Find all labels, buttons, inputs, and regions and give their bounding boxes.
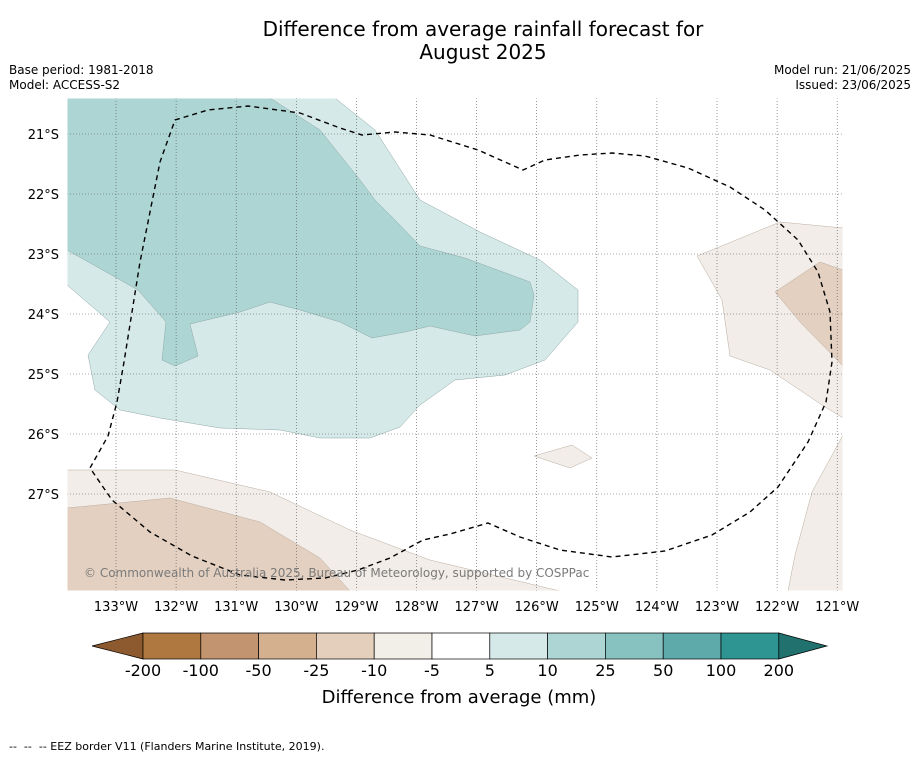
colorbar-segment — [720, 632, 780, 660]
map-frame — [66, 97, 844, 592]
longitude-labels: 133°W 132°W 131°W 130°W 129°W 128°W 127°W 126°W… — [94, 600, 860, 615]
colorbar-tick-label: 100 — [706, 661, 737, 680]
colorbar-arrow-high — [778, 632, 829, 660]
lat-tick-label: 23°S — [28, 248, 59, 263]
eez-border — [89, 105, 833, 581]
colorbar-segment — [316, 632, 375, 660]
zone-tan-east — [774, 261, 843, 367]
colorbar-tick-label: -200 — [125, 661, 161, 680]
lat-tick-label: 27°S — [28, 488, 59, 503]
colorbar-segment — [200, 632, 259, 660]
zone-light-brown-patch — [533, 444, 593, 469]
lon-tick-label: 131°W — [214, 600, 258, 615]
colorbar-tick-label: 200 — [764, 661, 795, 680]
issued-date: Issued: 23/06/2025 — [795, 78, 911, 92]
colorbar-tick-label: -100 — [183, 661, 219, 680]
model-name: Model: ACCESS-S2 — [9, 78, 121, 92]
colorbar-tick-label: -25 — [303, 661, 329, 680]
eez-legend-note: -- -- -- EEZ border V11 (Flanders Marine… — [9, 740, 325, 753]
lat-tick-label: 21°S — [28, 128, 59, 143]
map-area: © Commonwealth of Australia 2025, Bureau… — [66, 97, 844, 592]
colorbar-segment — [431, 632, 491, 660]
zone-tan — [67, 497, 351, 591]
copyright-notice: © Commonwealth of Australia 2025, Bureau… — [84, 566, 589, 580]
lat-tick-label: 22°S — [28, 188, 59, 203]
colorbar-segment — [662, 632, 722, 660]
colorbar-segment — [489, 632, 548, 660]
colorbar-label: Difference from average (mm) — [322, 687, 597, 708]
base-period: Base period: 1981-2018 — [9, 63, 154, 77]
lon-tick-label: 132°W — [154, 600, 198, 615]
anomaly-zones — [67, 98, 843, 591]
colorbar-segment — [547, 632, 606, 660]
lon-tick-label: 130°W — [274, 600, 318, 615]
lon-tick-label: 129°W — [334, 600, 378, 615]
colorbar-segment — [258, 632, 317, 660]
lat-tick-label: 26°S — [28, 428, 59, 443]
lon-tick-label: 133°W — [94, 600, 138, 615]
lon-tick-label: 122°W — [755, 600, 799, 615]
colorbar-segment — [373, 632, 433, 660]
colorbar-tick-label: 50 — [653, 661, 673, 680]
colorbar-tick-label: 25 — [595, 661, 615, 680]
colorbar-segment — [605, 632, 664, 660]
colorbar-tick-label: -10 — [361, 661, 387, 680]
chart-title: Difference from average rainfall forecas… — [0, 18, 919, 64]
lat-tick-label: 24°S — [28, 308, 59, 323]
lat-tick-label: 25°S — [28, 368, 59, 383]
colorbar-tick-label: 5 — [485, 661, 495, 680]
meta-right: Model run: 21/06/2025 Issued: 23/06/2025 — [774, 63, 911, 93]
colorbar-tick-label: 10 — [537, 661, 557, 680]
lon-tick-label: 124°W — [635, 600, 679, 615]
colorbar-segment — [142, 632, 202, 660]
latitude-labels: 21°S 22°S 23°S 24°S 25°S 26°S 27°S — [28, 128, 59, 503]
title-line-2: August 2025 — [419, 40, 547, 64]
model-run: Model run: 21/06/2025 — [773, 63, 911, 77]
lon-tick-label: 126°W — [515, 600, 559, 615]
lon-tick-label: 125°W — [575, 600, 619, 615]
colorbar-tick-label: -50 — [246, 661, 272, 680]
gridlines — [67, 98, 843, 591]
lon-tick-label: 128°W — [394, 600, 438, 615]
meta-left: Base period: 1981-2018 Model: ACCESS-S2 — [9, 63, 154, 93]
colorbar: -200 -100 -50 -25 -10 -5 5 10 25 50 100 200 — [91, 632, 829, 680]
colorbar-arrow-low — [91, 632, 144, 660]
zone-light-brown-southeast — [787, 434, 843, 591]
zone-mid-teal — [67, 98, 535, 367]
lon-tick-label: 123°W — [695, 600, 739, 615]
title-line-1: Difference from average rainfall forecas… — [262, 17, 704, 41]
colorbar-tick-label: -5 — [424, 661, 440, 680]
lon-tick-label: 121°W — [815, 600, 859, 615]
lon-tick-label: 127°W — [455, 600, 499, 615]
